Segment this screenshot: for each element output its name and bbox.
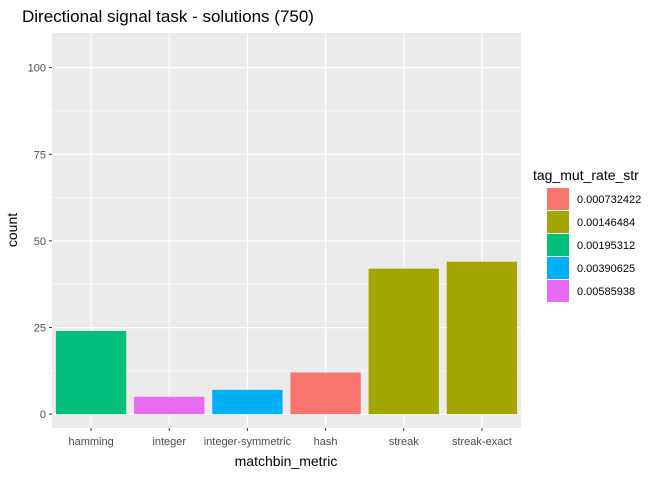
legend-label: 0.000732422: [577, 194, 641, 206]
chart-title: Directional signal task - solutions (750…: [22, 7, 314, 26]
y-axis: 0 25 50 75 100: [28, 63, 52, 421]
bar-integer-symmetric: [212, 389, 283, 415]
legend-swatch: [547, 280, 569, 302]
plot-panel: [52, 33, 521, 428]
bar-hamming: [55, 330, 127, 415]
y-tick-label: 100: [28, 63, 46, 75]
x-axis: hamming integer integer-symmetric hash strea…: [68, 428, 512, 448]
legend-label: 0.00146484: [577, 217, 635, 229]
legend-swatch: [547, 211, 569, 233]
y-tick-label: 25: [34, 323, 46, 335]
bars: [55, 261, 518, 415]
y-tick-label: 50: [34, 236, 46, 248]
bar-integer: [134, 396, 205, 415]
x-tick-label: hash: [314, 436, 338, 448]
x-tick-label: streak: [389, 436, 419, 448]
x-tick-label: streak-exact: [452, 436, 512, 448]
x-tick-label: hamming: [68, 436, 113, 448]
bar-streak-exact: [446, 261, 518, 415]
x-axis-title: matchbin_metric: [235, 453, 338, 469]
y-tick-label: 75: [34, 149, 46, 161]
legend-label: 0.00390625: [577, 263, 635, 275]
legend-swatch: [547, 234, 569, 256]
y-axis-title: count: [4, 213, 20, 247]
legend-swatch: [547, 257, 569, 279]
legend-label: 0.00195312: [577, 240, 635, 252]
x-tick-label: integer-symmetric: [204, 436, 292, 448]
legend: tag_mut_rate_str 0.000732422 0.00146484 0.…: [533, 167, 641, 302]
legend-swatch: [547, 188, 569, 210]
x-tick-label: integer: [152, 436, 186, 448]
bar-hash: [290, 372, 361, 415]
y-tick-label: 0: [40, 409, 46, 421]
bar-streak: [368, 268, 439, 415]
legend-label: 0.00585938: [577, 286, 635, 298]
legend-title: tag_mut_rate_str: [533, 167, 639, 183]
